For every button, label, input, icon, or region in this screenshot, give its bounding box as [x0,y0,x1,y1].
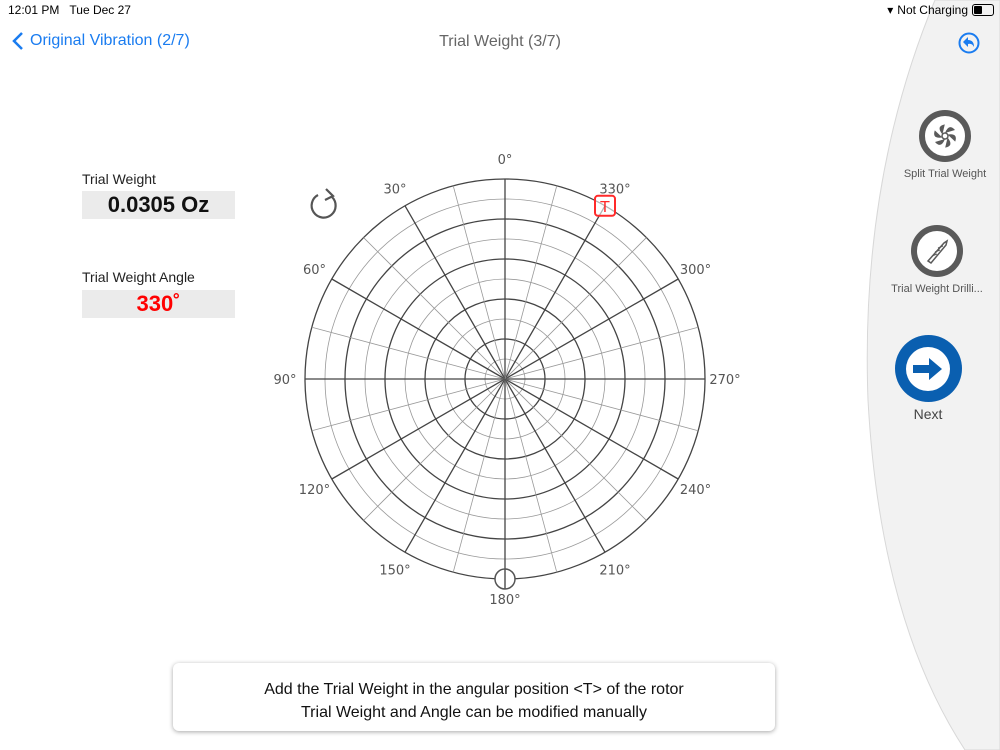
angle-label: 0° [498,153,513,168]
grid-spoke [452,378,506,573]
angle-label: 90° [273,373,296,388]
charging-status: Not Charging [897,3,968,17]
angle-label: 270° [709,373,740,388]
grid-spoke [504,205,606,380]
status-right: ▾ Not Charging [887,3,994,17]
split-trial-weight-button[interactable]: Split Trial Weight [890,110,1000,180]
trial-weight-input[interactable]: 0.0305 Oz [82,191,235,219]
grid-spoke [363,378,506,521]
grid-spoke [504,378,699,432]
drill-icon [911,225,963,277]
angle-label: 30° [383,182,406,197]
grid-spoke [331,278,506,380]
angle-label: 180° [489,593,520,608]
back-button[interactable]: Original Vibration (2/7) [12,32,190,50]
trial-weight-drilling-button[interactable]: Trial Weight Drilli... [882,225,992,295]
angle-label: 150° [379,564,410,579]
trial-weight-marker-label: T [599,198,610,216]
grid-spoke [504,237,647,380]
trial-weight-marker [594,194,616,217]
angle-label: 300° [680,263,711,278]
angle-label: 210° [599,564,630,579]
trial-weight-label: Trial Weight [82,171,156,187]
angle-label: 60° [303,263,326,278]
next-button[interactable]: Next [873,335,983,422]
grid-spoke [504,185,558,380]
grid-spoke [311,378,506,432]
grid-spoke [504,326,699,380]
grid-spoke [311,326,506,380]
battery-icon [972,4,994,16]
grid-spoke [504,278,679,380]
grid-spoke [404,205,506,380]
undo-icon[interactable] [958,32,980,54]
angle-label: 120° [299,483,330,498]
instruction-message: Add the Trial Weight in the angular posi… [173,663,775,731]
grid-spoke [504,378,558,573]
wifi-icon: ▾ [887,3,894,17]
angle-input[interactable]: 330˚ [82,290,235,318]
angle-label: Trial Weight Angle [82,269,195,285]
status-time: 12:01 PM Tue Dec 27 [8,3,131,17]
grid-spoke [331,378,506,480]
arrow-right-icon [906,346,950,391]
chevron-left-icon [12,32,23,50]
angle-label: 330° [599,182,630,197]
fan-icon [919,110,971,162]
grid-spoke [504,378,679,480]
grid-spoke [452,185,506,380]
grid-spoke [363,237,506,380]
grid-spoke [504,378,606,553]
next-circle [894,335,962,402]
rotate-icon[interactable] [308,186,342,222]
grid-spoke [404,378,506,553]
angle-label: 240° [680,483,711,498]
grid-spoke [504,378,647,521]
